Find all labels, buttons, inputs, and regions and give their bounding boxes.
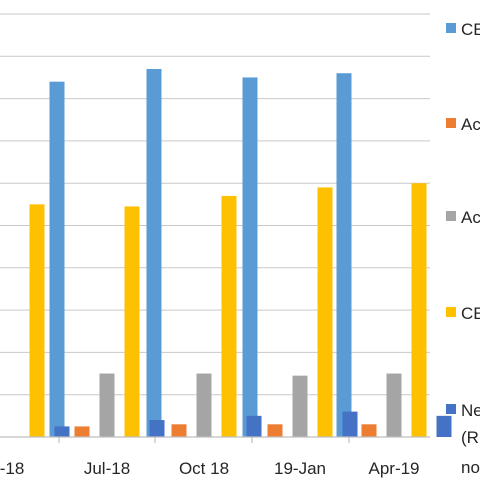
x-tick-label: Oct 18 — [179, 459, 229, 478]
bar — [171, 424, 187, 437]
legend-label: Ac — [461, 208, 480, 227]
bar — [246, 415, 262, 437]
legend-item[interactable]: CE — [446, 20, 480, 39]
bar — [317, 187, 333, 437]
legend-item[interactable]: CE — [446, 304, 480, 323]
bar — [267, 424, 283, 437]
bar — [196, 373, 212, 437]
bar — [124, 206, 140, 437]
legend-item[interactable]: Ac — [446, 208, 480, 227]
legend-swatch — [446, 211, 456, 221]
bar — [74, 426, 90, 437]
legend-label: CE — [461, 304, 480, 323]
legend-label-continuation: no — [461, 458, 480, 477]
bar — [221, 195, 237, 437]
legend-label: CE — [461, 20, 480, 39]
bars — [29, 68, 452, 438]
bar — [99, 373, 115, 437]
legend-item[interactable]: Ne — [446, 401, 480, 420]
bar — [361, 424, 377, 437]
x-tick-label: Apr-19 — [368, 459, 419, 478]
gridlines — [0, 13, 430, 396]
legend-label: Ne — [461, 401, 480, 420]
legend-item[interactable]: Ac — [446, 115, 480, 134]
x-tick-labels: -18 Jul-18 Oct 18 19-Jan Apr-19 — [0, 459, 420, 478]
legend-swatch — [446, 23, 456, 33]
x-tick-label: 19-Jan — [274, 459, 326, 478]
bar — [29, 204, 45, 437]
legend[interactable]: CE Ac Ac CE Ne (R no — [446, 20, 480, 477]
bar — [436, 415, 452, 437]
bar — [342, 411, 358, 437]
legend-swatch — [446, 404, 456, 414]
legend-label: Ac — [461, 115, 480, 134]
bar — [242, 77, 258, 437]
x-tick-label: Jul-18 — [84, 459, 130, 478]
bar — [146, 68, 162, 438]
legend-label-continuation: (R — [461, 428, 479, 447]
legend-swatch — [446, 307, 456, 317]
bar — [149, 420, 165, 437]
x-tick-label: -18 — [0, 459, 24, 478]
x-axis — [0, 436, 430, 443]
bar — [54, 426, 70, 437]
bar — [292, 375, 308, 437]
bar — [411, 183, 427, 437]
bar — [49, 81, 65, 438]
bar — [386, 373, 402, 437]
legend-swatch — [446, 118, 456, 128]
bar — [336, 73, 352, 437]
